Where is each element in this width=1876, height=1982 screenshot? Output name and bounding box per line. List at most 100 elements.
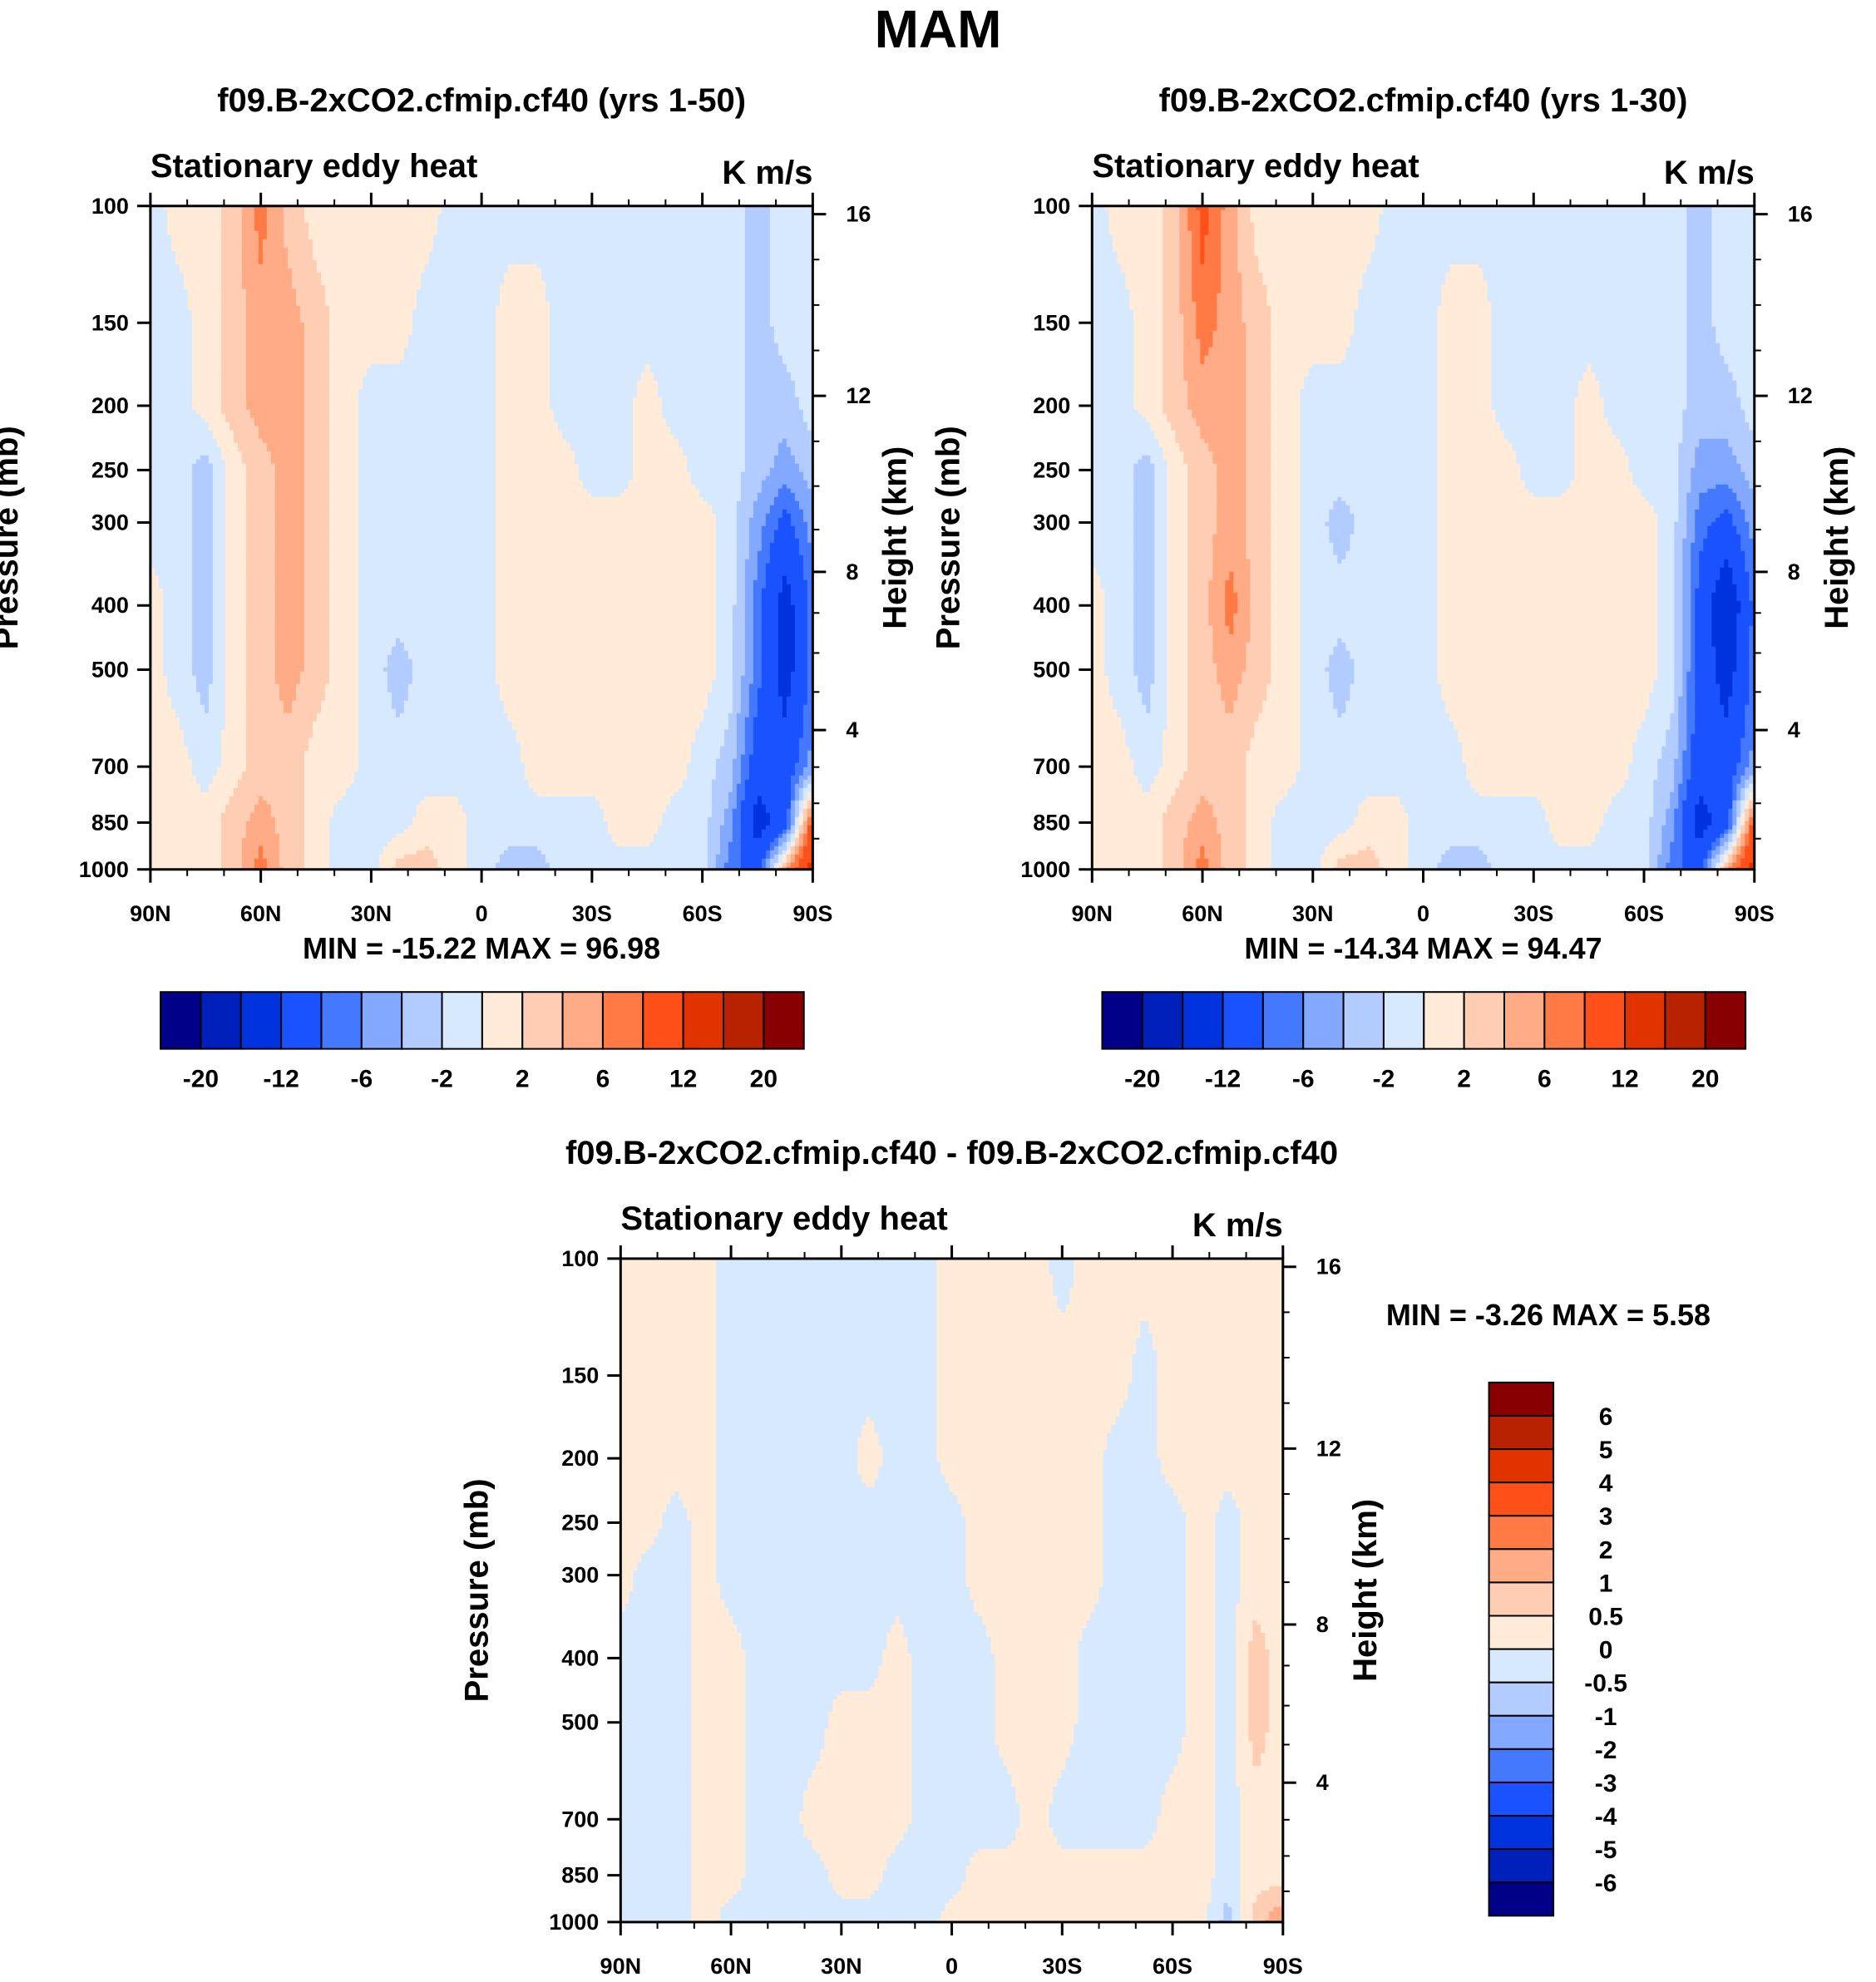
contour-cell	[225, 629, 247, 635]
contour-cell	[757, 692, 779, 698]
contour-cell	[150, 496, 193, 502]
contour-cell	[1092, 754, 1130, 760]
contour-cell	[736, 737, 746, 743]
contour-cell	[1163, 347, 1184, 353]
contour-cell	[1678, 505, 1687, 510]
contour-cell	[1204, 438, 1247, 444]
contour-cell	[732, 771, 742, 777]
contour-cell	[1686, 251, 1712, 257]
contour-cell	[1691, 476, 1745, 481]
contour-cell	[715, 621, 733, 627]
contour-cell	[786, 858, 792, 864]
contour-cell	[1699, 438, 1729, 444]
contour-cell	[304, 779, 355, 785]
contour-cell	[715, 775, 733, 781]
contour-cell	[1092, 513, 1134, 519]
contour-cell	[807, 775, 812, 781]
contour-cell	[1745, 567, 1754, 573]
contour-cell	[328, 588, 359, 594]
contour-cell	[1187, 496, 1217, 502]
contour-cell	[220, 338, 247, 344]
contour-cell	[1254, 226, 1380, 232]
contour-cell	[1674, 584, 1683, 589]
contour-cell	[225, 476, 247, 481]
contour-cell	[1150, 787, 1176, 793]
contour-cell	[1271, 309, 1355, 315]
contour-cell	[1092, 264, 1122, 269]
contour-cell	[1212, 567, 1251, 573]
contour-cell	[328, 334, 409, 340]
contour-cell	[304, 338, 330, 344]
contour-cell	[1695, 459, 1737, 465]
contour-cell	[794, 833, 800, 839]
contour-cell	[590, 492, 621, 498]
contour-cell	[748, 555, 758, 560]
contour-cell	[1686, 297, 1712, 303]
contour-cell	[1192, 230, 1201, 236]
contour-cell	[1179, 214, 1188, 219]
contour-cell	[1749, 588, 1755, 594]
contour-cell	[328, 613, 359, 619]
contour-cell	[549, 359, 746, 365]
contour-cell	[769, 509, 783, 515]
contour-cell	[1466, 762, 1629, 768]
contour-cell	[1691, 575, 1700, 581]
contour-cell	[274, 530, 305, 535]
contour-cell	[536, 791, 675, 797]
contour-cell	[1179, 239, 1192, 244]
contour-cell	[1745, 712, 1754, 718]
contour-cell	[748, 688, 758, 693]
contour-cell	[328, 388, 359, 394]
contour-cell	[1474, 787, 1621, 793]
contour-cell	[1300, 750, 1463, 756]
contour-cell	[1578, 380, 1600, 386]
contour-cell	[541, 272, 746, 278]
contour-cell	[220, 214, 243, 219]
contour-cell	[1599, 388, 1687, 394]
contour-cell	[150, 463, 193, 469]
contour-cell	[1691, 571, 1700, 577]
contour-cell	[1092, 700, 1113, 706]
contour-cell	[1154, 604, 1168, 610]
contour-cell	[765, 808, 787, 814]
contour-cell	[790, 513, 804, 519]
contour-cell	[1716, 579, 1733, 585]
contour-cell	[769, 862, 775, 868]
contour-cell	[744, 288, 771, 294]
contour-cell	[790, 862, 800, 868]
contour-cell	[748, 550, 758, 556]
contour-cell	[1271, 451, 1301, 456]
contour-cell	[553, 413, 634, 419]
contour-cell	[1187, 604, 1209, 610]
contour-cell	[744, 359, 783, 365]
contour-cell	[1437, 367, 1492, 373]
contour-cell	[245, 600, 276, 606]
contour-cell	[1732, 579, 1750, 585]
pressure-tick-label: 300	[91, 510, 129, 535]
contour-cell	[1437, 588, 1658, 594]
contour-cell	[212, 488, 226, 494]
contour-cell	[1167, 642, 1188, 648]
contour-cell	[162, 642, 193, 648]
contour-cell	[1300, 513, 1330, 519]
contour-cell	[1686, 505, 1700, 510]
contour-cell	[1154, 592, 1168, 598]
contour-cell	[358, 426, 496, 431]
contour-cell	[1187, 658, 1213, 664]
contour-cell	[1212, 563, 1251, 569]
contour-cell	[1167, 604, 1188, 610]
contour-cell	[150, 426, 210, 431]
contour-cell	[1678, 488, 1691, 494]
contour-cell	[328, 679, 359, 685]
contour-cell	[358, 746, 521, 752]
contour-cell	[528, 783, 684, 789]
contour-cell	[279, 846, 305, 851]
contour-cell	[1300, 683, 1330, 689]
contour-cell	[191, 384, 222, 390]
contour-cell	[245, 546, 276, 552]
contour-cell	[245, 654, 276, 660]
contour-cell	[1508, 438, 1575, 444]
contour-cell	[794, 804, 800, 810]
contour-cell	[1183, 455, 1213, 461]
contour-cell	[1133, 476, 1155, 481]
